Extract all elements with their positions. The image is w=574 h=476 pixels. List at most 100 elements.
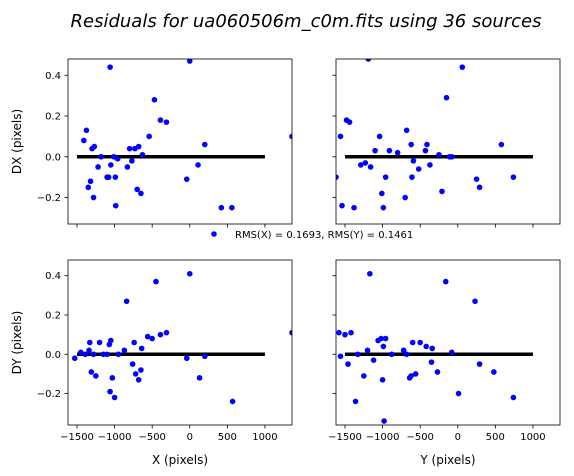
data-point xyxy=(351,204,357,211)
data-point xyxy=(183,355,190,362)
y-tick-label: −0.2 xyxy=(37,389,61,400)
data-point xyxy=(132,371,139,377)
data-point xyxy=(442,278,449,285)
data-point xyxy=(436,151,442,158)
x-tick-label: −1000 xyxy=(366,432,400,443)
data-point xyxy=(186,59,193,64)
legend: RMS(X) = 0.1693, RMS(Y) = 0.1461 xyxy=(211,230,413,241)
data-point xyxy=(90,194,97,201)
data-point xyxy=(131,339,137,346)
y-tick-label: −0.2 xyxy=(37,193,61,204)
data-point xyxy=(86,347,92,354)
data-point xyxy=(123,298,130,305)
y-axis-label: DY (pixels) xyxy=(10,311,24,375)
y-tick-label: 0.2 xyxy=(45,311,61,322)
data-point xyxy=(388,351,395,358)
data-point xyxy=(96,339,103,346)
x-axis-label: Y (pixels) xyxy=(419,453,475,467)
data-point xyxy=(138,190,144,197)
data-point xyxy=(417,339,423,346)
data-point xyxy=(448,153,455,160)
x-tick-label: −500 xyxy=(406,432,433,443)
x-axis-label: X (pixels) xyxy=(152,453,208,467)
data-point xyxy=(112,174,119,180)
y-tick-label: 0.4 xyxy=(45,271,61,282)
panel-dy-vs-x: −1500 −1000 −500 0 500 1000 −0.2 0.0 0.2 0.4 X (pi… xyxy=(10,259,293,467)
data-point xyxy=(135,377,142,383)
axes-frame xyxy=(335,259,561,426)
data-point xyxy=(135,143,142,150)
data-point xyxy=(77,349,84,356)
data-point xyxy=(107,64,113,70)
data-point xyxy=(86,339,93,346)
data-point xyxy=(410,158,417,164)
data-point xyxy=(82,351,89,358)
data-points xyxy=(336,270,517,424)
data-point xyxy=(115,351,122,358)
data-point xyxy=(342,331,348,338)
data-point xyxy=(289,133,292,140)
data-point xyxy=(124,164,131,170)
data-point xyxy=(104,351,110,358)
x-tick-label: −1500 xyxy=(60,432,94,443)
data-point xyxy=(510,394,517,401)
x-tick-label: 500 xyxy=(218,432,237,443)
data-point xyxy=(229,398,236,405)
data-point xyxy=(289,329,292,336)
data-point xyxy=(428,359,435,365)
data-point xyxy=(403,127,410,134)
data-point xyxy=(422,147,429,154)
y-tick-label: 0.0 xyxy=(45,350,61,361)
data-point xyxy=(346,119,353,125)
data-point xyxy=(459,64,466,70)
data-point xyxy=(412,371,419,377)
data-point xyxy=(90,351,97,358)
data-point xyxy=(195,162,201,168)
data-point xyxy=(510,174,517,180)
data-point xyxy=(364,347,371,354)
panels-group: −0.2 0.0 0.2 0.4 DX (pixels) −1500 −1000 −500 0 5… xyxy=(10,58,561,467)
data-point xyxy=(202,353,208,360)
data-point xyxy=(409,174,415,180)
x-tick-label: 1000 xyxy=(252,432,277,443)
data-point xyxy=(337,133,344,140)
data-point xyxy=(394,149,401,156)
data-point xyxy=(129,361,136,367)
data-point xyxy=(427,162,433,168)
data-point xyxy=(108,337,114,344)
x-tick-label: 1000 xyxy=(520,432,545,443)
data-point xyxy=(382,335,389,342)
data-point xyxy=(380,343,387,350)
data-point xyxy=(218,204,225,211)
data-point xyxy=(376,133,383,140)
y-axis-label: DX (pixels) xyxy=(10,109,24,174)
data-point xyxy=(183,176,190,182)
x-tick-label: 0 xyxy=(187,432,193,443)
data-point xyxy=(91,143,98,150)
data-point xyxy=(352,398,359,405)
data-point xyxy=(71,355,78,362)
data-point xyxy=(367,164,374,170)
data-point xyxy=(491,369,497,375)
data-point xyxy=(157,117,164,123)
data-point xyxy=(400,347,407,354)
data-point xyxy=(345,361,351,367)
data-point xyxy=(354,351,361,358)
data-point xyxy=(138,367,144,373)
data-point xyxy=(139,151,146,158)
data-point xyxy=(93,373,99,379)
data-point xyxy=(472,298,478,305)
data-point xyxy=(153,278,159,285)
data-point xyxy=(83,127,90,134)
data-point xyxy=(448,349,455,356)
data-point xyxy=(80,137,87,144)
data-point xyxy=(186,270,193,277)
data-point xyxy=(95,164,101,170)
data-point xyxy=(337,353,344,360)
data-point xyxy=(144,333,151,340)
data-point xyxy=(196,375,203,381)
data-point xyxy=(348,329,354,336)
data-point xyxy=(409,339,416,346)
data-point xyxy=(134,186,140,193)
